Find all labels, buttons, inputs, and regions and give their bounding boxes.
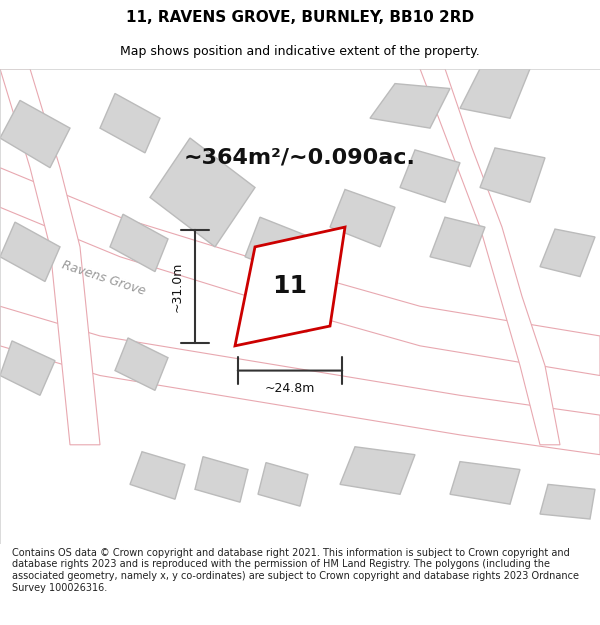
Polygon shape xyxy=(110,214,168,272)
Polygon shape xyxy=(235,227,345,346)
Text: 11: 11 xyxy=(272,274,308,299)
Polygon shape xyxy=(0,101,70,168)
Polygon shape xyxy=(430,217,485,267)
Polygon shape xyxy=(0,69,100,445)
Polygon shape xyxy=(480,148,545,202)
Polygon shape xyxy=(330,189,395,247)
Polygon shape xyxy=(100,94,160,153)
Polygon shape xyxy=(540,229,595,276)
Polygon shape xyxy=(460,69,530,118)
Polygon shape xyxy=(450,462,520,504)
Polygon shape xyxy=(258,462,308,506)
Text: Ravens Grove: Ravens Grove xyxy=(60,259,147,298)
Polygon shape xyxy=(245,217,310,276)
Polygon shape xyxy=(0,306,600,455)
Text: Rave: Rave xyxy=(260,312,293,330)
Polygon shape xyxy=(420,69,560,445)
Polygon shape xyxy=(130,452,185,499)
Text: ~24.8m: ~24.8m xyxy=(265,382,315,395)
Polygon shape xyxy=(370,84,450,128)
Polygon shape xyxy=(0,341,55,396)
Text: Map shows position and indicative extent of the property.: Map shows position and indicative extent… xyxy=(120,45,480,58)
Text: ns: ns xyxy=(295,322,311,336)
Polygon shape xyxy=(150,138,255,247)
Bar xyxy=(0,69,600,544)
Polygon shape xyxy=(0,168,600,376)
Text: Contains OS data © Crown copyright and database right 2021. This information is : Contains OS data © Crown copyright and d… xyxy=(12,548,579,592)
Text: ~364m²/~0.090ac.: ~364m²/~0.090ac. xyxy=(184,148,416,168)
Polygon shape xyxy=(195,457,248,503)
Polygon shape xyxy=(0,222,60,281)
Polygon shape xyxy=(540,484,595,519)
Polygon shape xyxy=(400,150,460,202)
Polygon shape xyxy=(115,338,168,391)
Text: 11, RAVENS GROVE, BURNLEY, BB10 2RD: 11, RAVENS GROVE, BURNLEY, BB10 2RD xyxy=(126,9,474,24)
Polygon shape xyxy=(340,447,415,494)
Text: ~31.0m: ~31.0m xyxy=(170,261,184,312)
